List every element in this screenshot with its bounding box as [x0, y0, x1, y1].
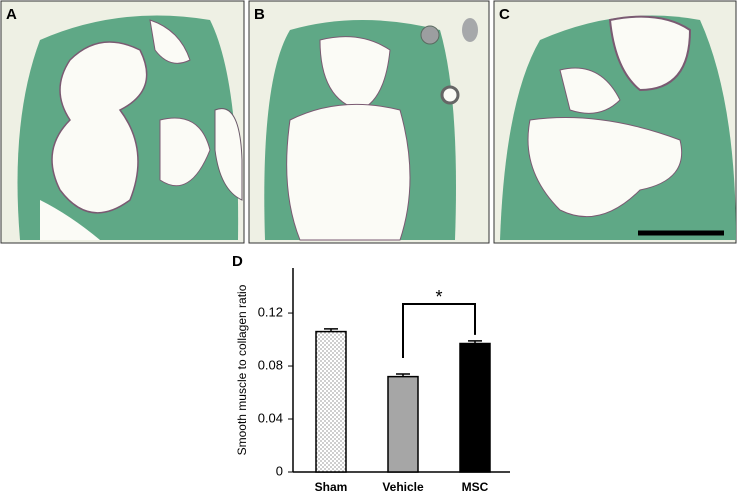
y-tick-label: 0.04: [258, 410, 283, 425]
bar: [315, 330, 347, 473]
bar: [459, 342, 491, 473]
panel-label: C: [499, 6, 510, 23]
histology-image-b: [248, 0, 490, 244]
y-tick-label: 0: [276, 463, 283, 478]
x-tick-label: Sham: [315, 480, 348, 494]
y-tick-label: 0.12: [258, 304, 283, 319]
histology-image-a: [0, 0, 245, 244]
y-tick-label: 0.08: [258, 357, 283, 372]
histology-image-c: [493, 0, 737, 244]
panel-label: D: [232, 253, 243, 270]
significance-label: *: [435, 287, 442, 307]
panel-label: B: [254, 6, 265, 23]
error-bar: [468, 340, 482, 344]
bar: [387, 375, 419, 473]
x-tick-label: Vehicle: [382, 480, 424, 494]
y-axis-title: Smooth muscle to collagen ratio: [235, 284, 249, 455]
panel-label: A: [6, 6, 17, 23]
error-bar: [324, 328, 338, 332]
error-bar: [396, 373, 410, 377]
significance-bracket: [402, 303, 476, 358]
x-tick-label: MSC: [462, 480, 489, 494]
